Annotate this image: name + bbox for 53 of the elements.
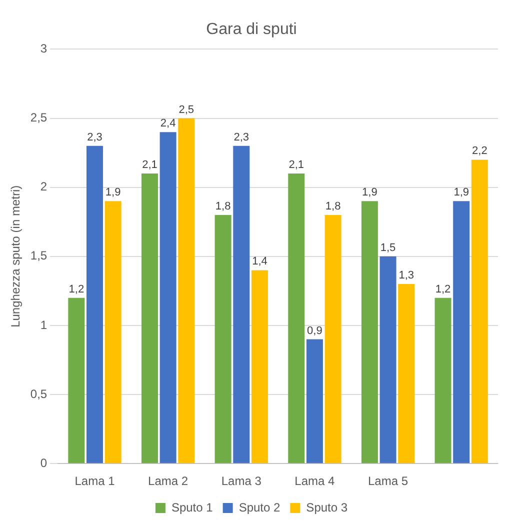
bar xyxy=(306,339,323,464)
y-tick-label: 2,5 xyxy=(30,110,48,125)
x-tick-label: Lama 3 xyxy=(221,474,262,488)
bar xyxy=(160,132,176,464)
data-label: 1,8 xyxy=(215,200,231,212)
bar xyxy=(288,174,305,464)
bar xyxy=(141,174,158,464)
bar xyxy=(68,298,85,464)
bar xyxy=(380,256,396,464)
data-label: 2,3 xyxy=(234,131,250,144)
legend-label: Sputo 1 xyxy=(171,500,214,514)
data-label: 1,8 xyxy=(325,200,341,212)
data-label: 1,3 xyxy=(398,270,414,282)
y-tick-label: 3 xyxy=(40,42,48,56)
chart-title: Gara di sputi xyxy=(206,21,297,38)
bar xyxy=(214,214,232,464)
bar xyxy=(471,160,488,464)
y-axis-title: Lunghezza sputo (in metri) xyxy=(8,185,23,328)
bar xyxy=(251,270,268,464)
y-tick-label: 2 xyxy=(40,180,48,194)
data-label: 2,5 xyxy=(178,104,194,116)
legend-label: Sputo 2 xyxy=(238,500,281,514)
y-tick-label: 0 xyxy=(40,456,48,470)
legend-label: Sputo 3 xyxy=(306,500,348,514)
data-label: 1,5 xyxy=(380,242,396,254)
bar xyxy=(398,284,415,464)
bar xyxy=(104,201,122,464)
data-label: 2,4 xyxy=(160,118,176,130)
bar xyxy=(233,146,250,464)
data-label: 2,1 xyxy=(142,159,158,172)
bar xyxy=(361,201,378,464)
bar xyxy=(324,214,342,464)
data-label: 1,2 xyxy=(68,283,84,296)
bar xyxy=(453,201,470,464)
data-label: 2,1 xyxy=(288,159,304,172)
x-tick-label: Lama 4 xyxy=(294,474,336,488)
data-label: 1,9 xyxy=(362,186,378,199)
data-label: 1,9 xyxy=(454,186,469,199)
y-tick-label: 0,5 xyxy=(30,386,48,401)
data-label: 0,9 xyxy=(307,324,322,337)
data-label: 2,3 xyxy=(87,131,102,144)
bar xyxy=(86,146,103,464)
y-tick-label: 1 xyxy=(40,318,48,332)
x-tick-label: Lama 2 xyxy=(148,474,188,488)
y-tick-label: 1,5 xyxy=(30,248,48,263)
data-label: 1,4 xyxy=(252,256,268,268)
data-label: 2,2 xyxy=(472,145,488,158)
data-label: 1,2 xyxy=(435,283,451,296)
x-tick-label: Lama 5 xyxy=(368,474,408,488)
x-tick-label: Lama 1 xyxy=(74,474,116,488)
bar xyxy=(434,298,452,464)
data-label: 1,9 xyxy=(105,186,121,199)
bar xyxy=(178,118,195,464)
